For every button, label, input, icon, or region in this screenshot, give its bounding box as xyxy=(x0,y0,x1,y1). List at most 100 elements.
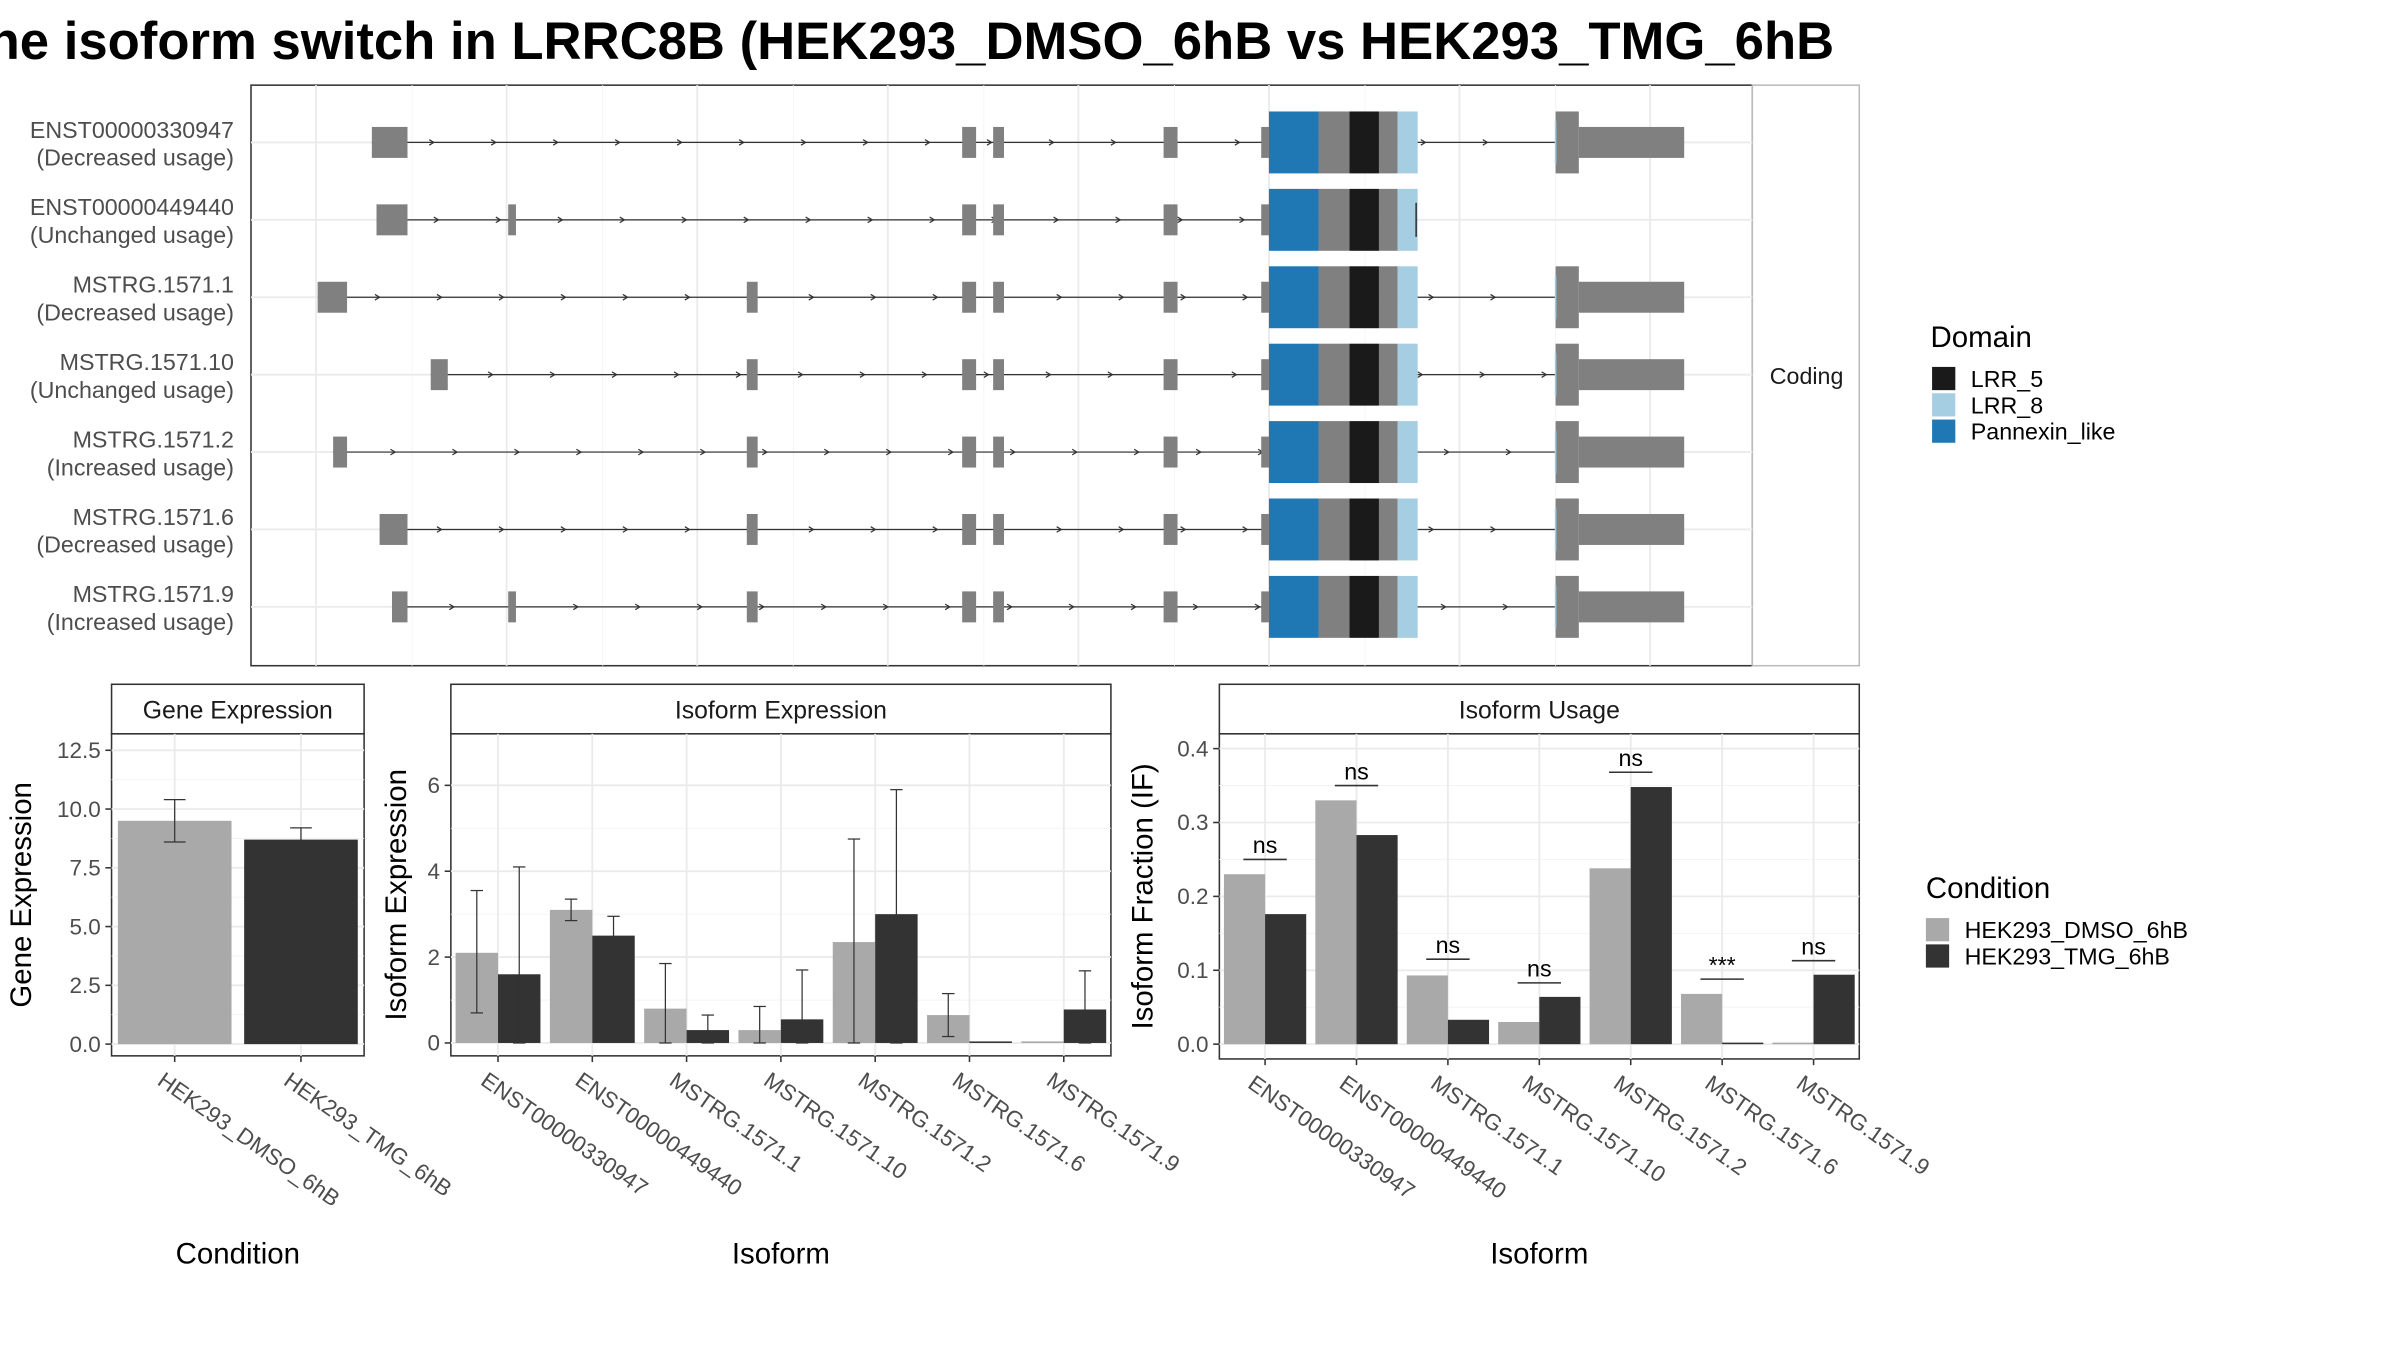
condition-legend-key xyxy=(1925,944,1950,968)
domain-lrr-5 xyxy=(1349,111,1379,174)
condition-legend-label: HEK293_TMG_6hB xyxy=(1965,944,2170,970)
bar xyxy=(549,909,593,1043)
intron-arrow xyxy=(1254,603,1261,611)
isoform-label-usage: (Decreased usage) xyxy=(36,532,234,558)
intron-arrow xyxy=(700,448,707,456)
domain-lrr-8 xyxy=(1397,266,1418,329)
domain-lrr-5 xyxy=(1349,343,1379,406)
exon xyxy=(430,359,448,391)
exon xyxy=(962,126,977,158)
intron-arrow xyxy=(514,448,521,456)
panel-title: Gene Expression xyxy=(143,697,333,724)
intron-arrow xyxy=(498,293,505,301)
intron-arrow xyxy=(805,216,812,224)
exon-cds xyxy=(1318,498,1350,561)
exon xyxy=(746,513,758,545)
isoform-label-id: MSTRG.1571.6 xyxy=(73,504,234,530)
exon xyxy=(993,281,1005,313)
domain-lrr-5 xyxy=(1349,266,1379,329)
intron-arrow xyxy=(495,216,502,224)
structure-strip-label: Coding xyxy=(1770,363,1844,389)
intron-arrow xyxy=(1417,371,1424,378)
isoform-label-id: ENST00000330947 xyxy=(30,117,234,143)
domain-lrr-5 xyxy=(1349,421,1379,484)
intron-arrow xyxy=(428,139,436,146)
exon-cds xyxy=(1378,343,1398,406)
bar xyxy=(1356,835,1398,1045)
y-axis-title: Gene Expression xyxy=(5,782,38,1007)
condition-legend-key xyxy=(1925,918,1950,942)
intron-arrow xyxy=(1071,448,1079,456)
domain-legend-label: LRR_5 xyxy=(1971,366,2043,392)
intron-arrow xyxy=(735,371,742,378)
intron-arrow xyxy=(1107,371,1114,378)
y-tick-label: 5.0 xyxy=(69,914,100,939)
exon xyxy=(746,359,758,391)
intron-arrow xyxy=(1053,216,1060,224)
intron-arrow xyxy=(1234,139,1241,146)
bar xyxy=(1772,1042,1814,1045)
isoform-label-id: MSTRG.1571.2 xyxy=(73,426,234,452)
intron-arrow xyxy=(924,139,931,146)
exon xyxy=(1261,126,1269,158)
intron-arrow xyxy=(449,603,456,611)
isoform-expression-panel: Isoform Expression 0 2 4 6 ENST00000330947ENS… xyxy=(380,683,1184,1270)
exon xyxy=(746,436,758,468)
x-tick-label: ENST00000330947 xyxy=(1244,1070,1420,1203)
exon-terminal-utr xyxy=(1578,436,1685,468)
exon-cds xyxy=(1318,421,1350,484)
isoform-label-usage: (Decreased usage) xyxy=(36,299,234,325)
intron-arrow xyxy=(1420,139,1427,146)
domain-pannexin-like xyxy=(1268,111,1319,174)
exon xyxy=(993,591,1005,623)
intron-arrow xyxy=(436,293,443,301)
exon-cds xyxy=(1318,111,1350,174)
intron-arrow xyxy=(1505,448,1512,456)
domain-pannexin-like xyxy=(1268,188,1319,251)
domain-lrr-8 xyxy=(1397,188,1418,251)
y-tick-label: 12.5 xyxy=(57,738,101,763)
intron-arrow xyxy=(549,371,556,378)
intron-arrow xyxy=(1009,448,1017,456)
exon xyxy=(1163,204,1178,236)
bar xyxy=(117,820,232,1045)
isoform-label-usage: (Unchanged usage) xyxy=(30,222,234,248)
domain-pannexin-like xyxy=(1268,498,1319,561)
exon-terminal-utr xyxy=(1578,281,1685,313)
exon xyxy=(333,436,348,468)
intron-arrow xyxy=(681,216,688,224)
bar xyxy=(1539,996,1581,1045)
exon xyxy=(962,281,977,313)
bar xyxy=(1021,1041,1064,1043)
exon-cds xyxy=(1378,421,1398,484)
intron-arrow xyxy=(932,293,939,301)
exon-cds xyxy=(1318,188,1350,251)
intron-arrow xyxy=(1428,526,1435,533)
intron-arrow xyxy=(1118,293,1125,301)
intron-arrow xyxy=(823,448,831,456)
exon-terminal xyxy=(1555,266,1579,329)
significance-label: ns xyxy=(1527,956,1552,982)
intron-arrow xyxy=(436,526,443,533)
domain-pannexin-like xyxy=(1268,343,1319,406)
intron-arrow xyxy=(1490,293,1497,301)
exon xyxy=(1261,359,1269,391)
intron-arrow xyxy=(800,139,807,146)
intron-arrow xyxy=(947,448,955,456)
exon-terminal-utr xyxy=(1578,126,1685,158)
intron-arrow xyxy=(560,293,567,301)
x-axis-title: Condition xyxy=(176,1237,300,1270)
domain-lrr-8 xyxy=(1397,498,1418,561)
exon-terminal xyxy=(1555,575,1579,638)
y-tick-label: 2.5 xyxy=(69,973,100,998)
exon-cds xyxy=(1378,266,1398,329)
exon-cds xyxy=(1378,111,1398,174)
isoform-label-id: MSTRG.1571.9 xyxy=(73,581,234,607)
exon xyxy=(962,359,977,391)
exon xyxy=(1261,281,1269,313)
domain-pannexin-like xyxy=(1268,575,1319,638)
exon xyxy=(1163,591,1178,623)
exon xyxy=(1261,204,1269,236)
intron-arrow xyxy=(611,371,618,378)
y-tick-label: 0.0 xyxy=(69,1032,100,1057)
